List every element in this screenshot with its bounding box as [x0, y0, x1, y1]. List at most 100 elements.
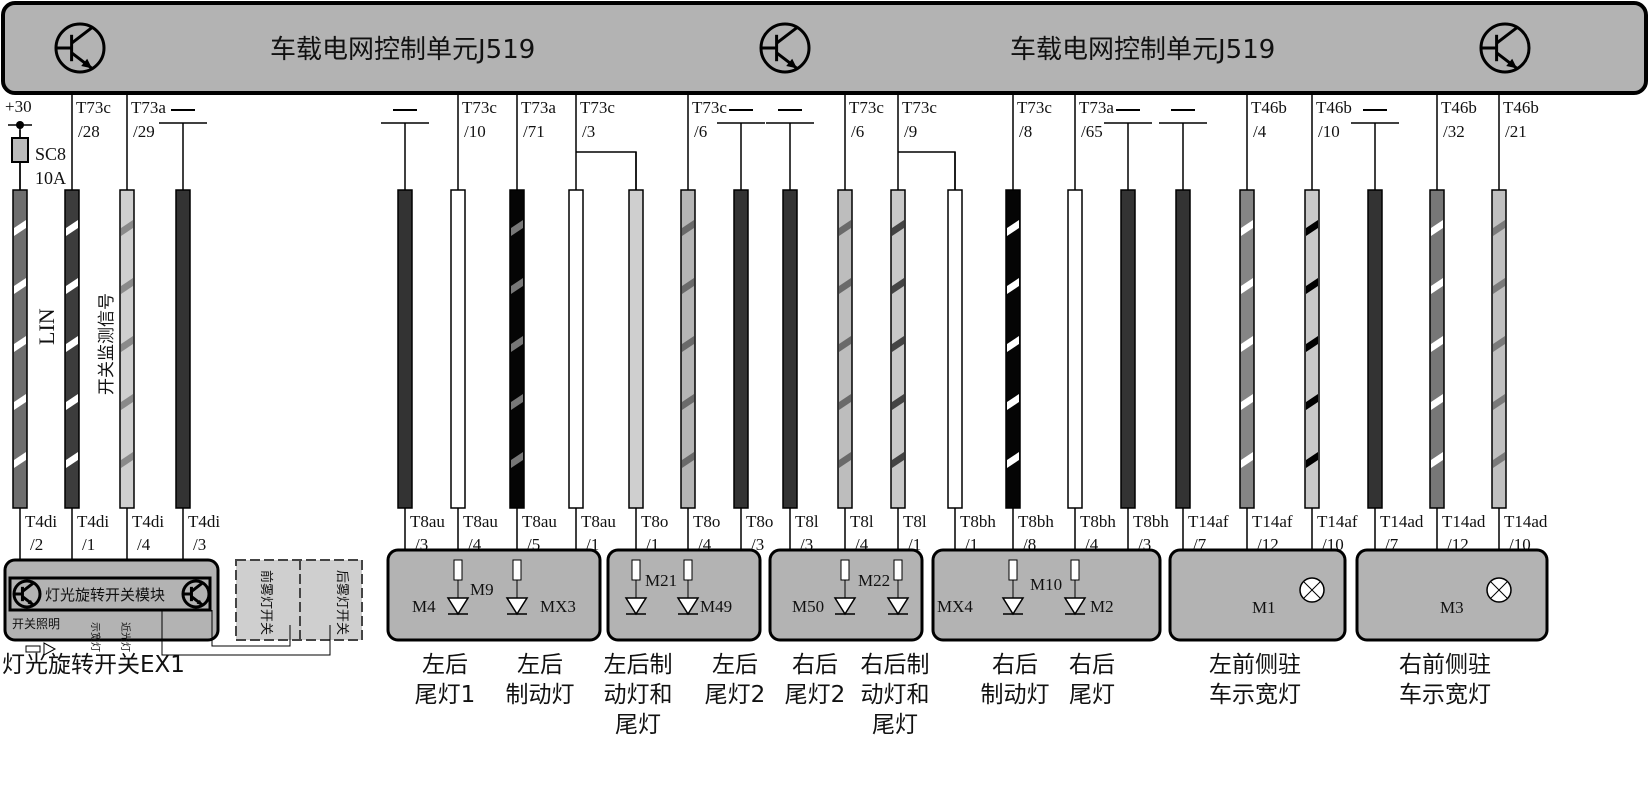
- wire-insulation: [1367, 189, 1383, 509]
- connector-top-pin: /29: [133, 122, 155, 141]
- wire-stripe: [1241, 220, 1253, 236]
- connector-top-label: T73a: [521, 98, 556, 117]
- lamp-caption: 尾灯: [615, 712, 661, 738]
- connector-top-label: T73c: [580, 98, 615, 117]
- lamp-caption: 左前侧驻: [1209, 652, 1301, 678]
- wire-stripe: [1007, 394, 1019, 410]
- wire-stripe: [1431, 452, 1443, 468]
- wire-insulation: [175, 189, 191, 509]
- wire-insulation: [397, 189, 413, 509]
- connector-top-label: T73c: [76, 98, 111, 117]
- connector-top-label: T46b: [1251, 98, 1287, 117]
- wire-stripe: [682, 452, 694, 468]
- rear-fog-switch-label: 后雾灯开关: [334, 570, 349, 635]
- wire-stripe: [1306, 278, 1318, 294]
- wire-stripe: [1431, 278, 1443, 294]
- lin-label: LIN: [34, 308, 59, 345]
- connector-bottom-label: T14af: [1188, 512, 1229, 531]
- wire-stripe: [839, 278, 851, 294]
- connector-bottom-label: T4di: [77, 512, 109, 531]
- wire-stripe: [1431, 220, 1443, 236]
- wire-stripe: [1306, 220, 1318, 236]
- wire-stripe: [511, 278, 523, 294]
- lamp-caption: 左后: [712, 652, 758, 678]
- wire-stripe: [66, 394, 78, 410]
- wire-stripe: [66, 336, 78, 352]
- component-label: MX4: [937, 597, 973, 616]
- connector-top-pin: /65: [1081, 122, 1103, 141]
- lamp-caption: 制动灯: [981, 682, 1050, 708]
- wire-stripe: [1306, 452, 1318, 468]
- wire-stripe: [121, 452, 133, 468]
- component-label: M2: [1090, 597, 1114, 616]
- connector-top-label: T46b: [1503, 98, 1539, 117]
- wire: T14ad/7: [1351, 109, 1424, 560]
- wire-stripe: [1007, 220, 1019, 236]
- wire-stripe: [14, 278, 26, 294]
- wire-stripe: [1493, 278, 1505, 294]
- switch-monitor-label: 开关监测信号: [97, 293, 117, 395]
- connector-bottom-pin: /3: [751, 535, 764, 554]
- resistor-icon: [1070, 559, 1080, 581]
- resistor-icon: [512, 559, 522, 581]
- lamp-caption: 制动灯: [506, 682, 575, 708]
- fog-switch-wire: [161, 610, 331, 656]
- connector-bottom-pin: /2: [30, 535, 43, 554]
- jumper-wire: [898, 151, 956, 190]
- connector-top-pin: /6: [694, 122, 707, 141]
- wire: T4di/2: [12, 130, 57, 560]
- connector-top-pin: /3: [582, 122, 595, 141]
- wire-stripe: [1306, 394, 1318, 410]
- ex1-caption: 灯光旋转开关EX1: [2, 652, 185, 678]
- connector-bottom-label: T8au: [410, 512, 445, 531]
- wire-stripe: [14, 220, 26, 236]
- connector-bottom-label: T14ad: [1442, 512, 1486, 531]
- component-label: MX3: [540, 597, 576, 616]
- wire-stripe: [839, 452, 851, 468]
- component-label: M49: [700, 597, 732, 616]
- wire: T4di/3: [159, 109, 220, 560]
- wire-stripe: [1241, 278, 1253, 294]
- wire-stripe: [1431, 336, 1443, 352]
- fuse-rating: 10A: [35, 168, 66, 188]
- wire: T8bh/3: [1104, 109, 1169, 560]
- wire-stripe: [1241, 394, 1253, 410]
- connector-bottom-label: T8l: [903, 512, 927, 531]
- wire-stripe: [511, 220, 523, 236]
- wire: T8au/3: [381, 109, 445, 560]
- connector-top-label: T73c: [849, 98, 884, 117]
- wire-stripe: [682, 220, 694, 236]
- wire-stripe: [121, 220, 133, 236]
- wire-stripe: [121, 394, 133, 410]
- led-icon: [43, 642, 57, 656]
- lamp-housing: [1355, 548, 1549, 642]
- wire-stripe: [1007, 452, 1019, 468]
- lamp-caption: 右后: [992, 652, 1038, 678]
- component-label: M4: [412, 597, 436, 616]
- transistor-icon: [759, 22, 811, 74]
- wire-stripe: [66, 278, 78, 294]
- wire: T14af/7: [1159, 109, 1229, 560]
- connector-top-label: T73c: [902, 98, 937, 117]
- wire-stripe: [839, 394, 851, 410]
- component-label: M9: [470, 580, 494, 599]
- connector-bottom-label: T8bh: [1018, 512, 1054, 531]
- wire-insulation: [568, 189, 584, 509]
- fog-switch-wire: [211, 610, 291, 647]
- transistor-icon: [54, 22, 106, 74]
- connector-bottom-label: T14af: [1317, 512, 1358, 531]
- ex1-module: [8, 576, 212, 612]
- transistor-icon: [1479, 22, 1531, 74]
- wire-stripe: [1431, 394, 1443, 410]
- ex1-module-label: 灯光旋转开关模块: [45, 586, 165, 604]
- wire-stripe: [1493, 394, 1505, 410]
- connector-bottom-label: T14ad: [1504, 512, 1548, 531]
- wire-insulation: [733, 189, 749, 509]
- wire-insulation: [1067, 189, 1083, 509]
- connector-top-pin: /10: [464, 122, 486, 141]
- switch-illumination-label: 开关照明: [12, 617, 60, 631]
